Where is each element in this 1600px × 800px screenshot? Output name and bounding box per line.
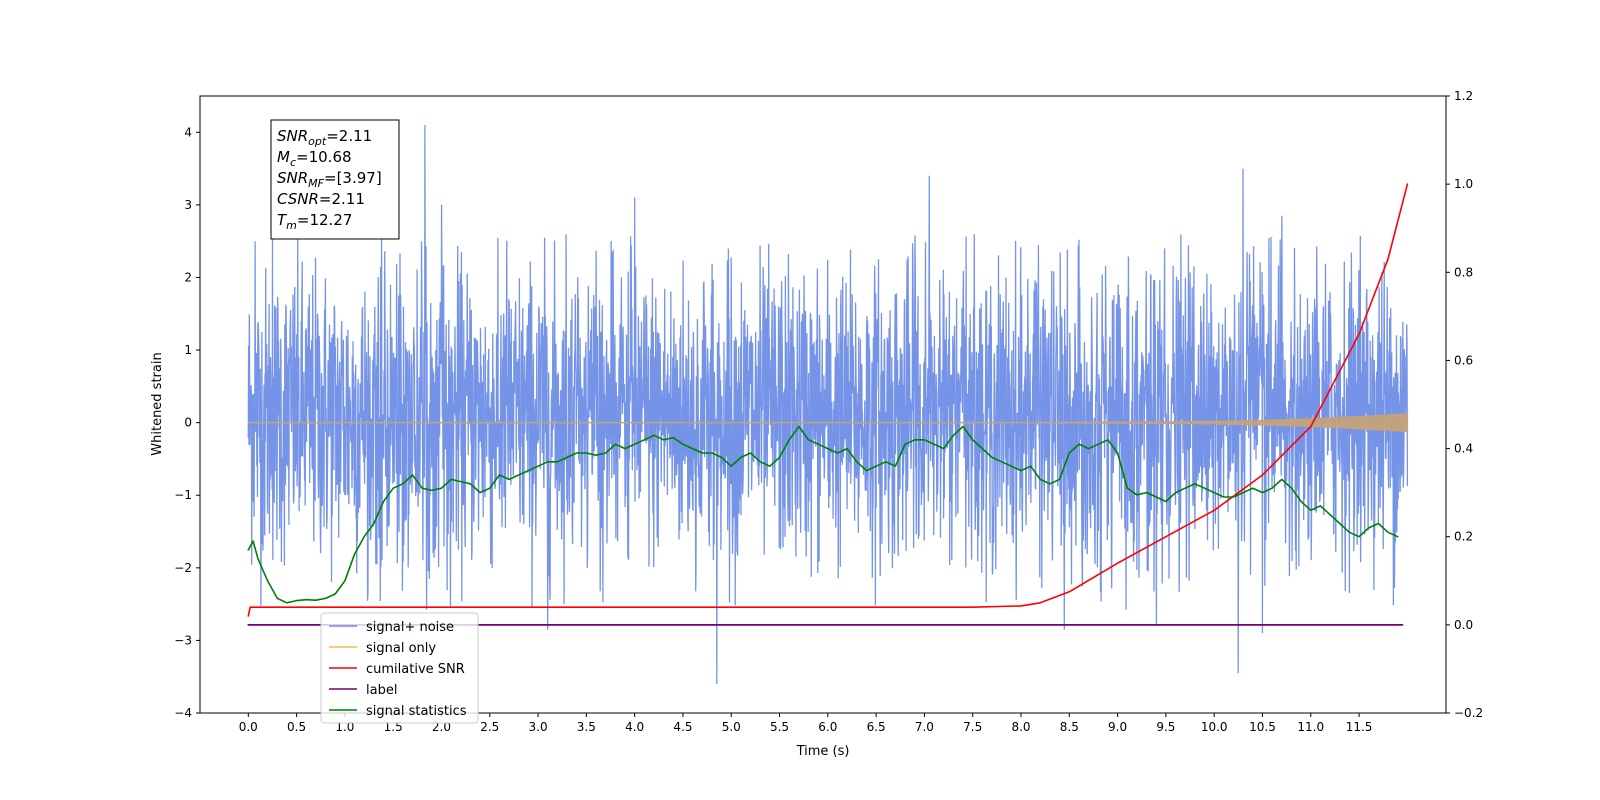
y2-tick-label: 0.8 [1454, 265, 1473, 279]
x-tick-label: 11.5 [1346, 720, 1373, 734]
y-axis-label: Whitened strain [150, 352, 165, 455]
x-tick-label: 9.0 [1108, 720, 1127, 734]
x-tick-label: 4.0 [625, 720, 644, 734]
x-tick-label: 4.5 [673, 720, 692, 734]
annotation-symbol: SNR [277, 127, 308, 145]
y2-tick-label: −0.2 [1454, 706, 1483, 720]
x-tick-label: 7.5 [963, 720, 982, 734]
x-tick-label: 5.0 [722, 720, 741, 734]
y2-tick-label: 0.2 [1454, 530, 1473, 544]
axes-frame [199, 95, 1447, 714]
y-tick-label: −3 [174, 633, 192, 647]
x-tick-label: 10.5 [1249, 720, 1276, 734]
annotation-subscript: m [286, 219, 297, 232]
legend-entry: signal only [366, 641, 436, 656]
series-signal-noise-line [247, 124, 1409, 685]
annotation-symbol: SNR [277, 169, 308, 187]
y2-tick-label: 1.0 [1454, 177, 1473, 191]
y2-tick-label: 0.6 [1454, 353, 1473, 367]
x-axis-label: Time (s) [796, 744, 850, 759]
annotation-subscript: c [290, 156, 296, 169]
x-tick-label: 11.0 [1297, 720, 1324, 734]
y-tick-label: 4 [184, 125, 192, 139]
annotation-line: Tm=12.27 [277, 211, 352, 232]
annotation-value: =2.11 [326, 127, 372, 145]
annotation-value: =10.68 [296, 148, 352, 166]
annotation-symbol: M [277, 148, 290, 166]
x-tick-label: 0.0 [239, 720, 258, 734]
series-signal-statistics-line [247, 425, 1399, 604]
legend-frame [320, 612, 479, 724]
y2-tick-label: 1.2 [1454, 89, 1473, 103]
annotation-symbol: CSNR [277, 190, 319, 208]
x-tick-label: 7.0 [915, 720, 934, 734]
y-tick-label: 3 [184, 198, 192, 212]
annotation-box: SNRopt=2.11Mc=10.68SNRMF=[3.97]CSNR=2.11… [270, 119, 400, 240]
legend-entry: signal statistics [366, 704, 467, 719]
y-tick-label: 2 [184, 270, 192, 284]
legend: signal+ noise signal only cumilative SNR la… [320, 612, 479, 724]
y-tick-label: 0 [184, 416, 192, 430]
x-tick-label: 8.0 [1011, 720, 1030, 734]
x-tick-label: 0.5 [287, 720, 306, 734]
x-tick-label: 10.0 [1201, 720, 1228, 734]
x-tick-label: 8.5 [1060, 720, 1079, 734]
y-tick-label: −4 [174, 706, 192, 720]
annotation-line: SNRMF=[3.97] [277, 169, 382, 190]
x-tick-label: 2.5 [480, 720, 499, 734]
series-cumilative-snr-line [247, 183, 1409, 617]
series-signal-only-envelope [248, 413, 1409, 433]
y-tick-label: −1 [174, 488, 192, 502]
y2-tick-label: 0.4 [1454, 442, 1473, 456]
axes: 0.0 0.5 1.0 1.5 2.0 2.5 3.0 3.5 4.0 4.5 5.0 5.5 6.0 6… [174, 89, 1483, 734]
legend-entry: cumilative SNR [366, 662, 465, 677]
x-tick-label: 9.5 [1156, 720, 1175, 734]
x-tick-label: 3.0 [529, 720, 548, 734]
legend-entry: signal+ noise [366, 620, 454, 635]
x-tick-label: 6.0 [818, 720, 837, 734]
x-tick-label: 5.5 [770, 720, 789, 734]
annotation-line: Mc=10.68 [277, 148, 352, 169]
annotation-line: CSNR=2.11 [277, 190, 365, 208]
annotation-value: =12.27 [297, 211, 353, 229]
y-tick-label: 1 [184, 343, 192, 357]
annotation-value: =[3.97] [324, 169, 382, 187]
annotation-line: SNRopt=2.11 [277, 127, 372, 148]
annotation-symbol: T [277, 211, 288, 229]
annotation-subscript: MF [308, 177, 324, 190]
x-tick-label: 3.5 [577, 720, 596, 734]
annotation-frame [270, 119, 400, 240]
y2-tick-label: 0.0 [1454, 618, 1473, 632]
annotation-subscript: opt [308, 135, 327, 148]
y-tick-label: −2 [174, 561, 192, 575]
x-tick-label: 6.5 [867, 720, 886, 734]
legend-entry: label [366, 683, 397, 698]
annotation-value: =2.11 [319, 190, 365, 208]
